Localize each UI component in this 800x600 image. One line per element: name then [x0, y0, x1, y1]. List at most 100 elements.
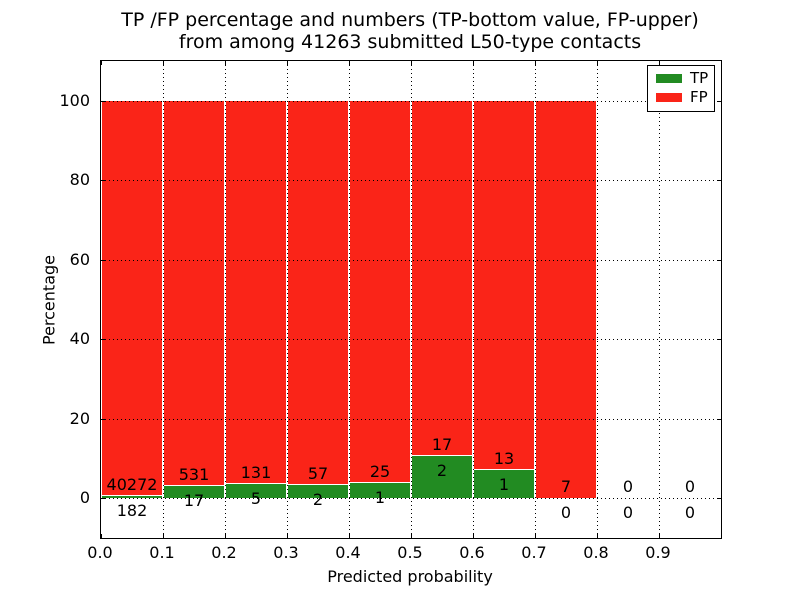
fp-bar-segment [226, 100, 286, 484]
x-tick-label: 0.3 [273, 543, 299, 562]
plot-area: TP FP 40272 182 531 17 131 5 57 2 25 1 17 2 13 1 7 0 0 0 0… [100, 60, 722, 539]
fp-count-label: 131 [240, 462, 272, 482]
x-tick-label: 0.1 [149, 543, 175, 562]
fp-bar-segment [474, 100, 534, 470]
tp-bar-segment [102, 496, 162, 499]
y-tick-label: 20 [69, 408, 90, 428]
y-tick-mark [101, 339, 105, 341]
fp-bar-segment [350, 100, 410, 483]
y-tick-mark-right [717, 180, 721, 182]
tp-count-label: 0 [560, 503, 572, 523]
x-tick-mark-top [349, 61, 350, 65]
x-tick-mark-top [411, 61, 412, 65]
legend-entry-tp: TP [648, 69, 714, 87]
x-tick-label: 0.9 [645, 543, 671, 562]
fp-bar-segment [288, 100, 348, 485]
fp-count-label: 0 [622, 477, 634, 497]
x-tick-mark-top [287, 61, 288, 65]
x-tick-label: 0.0 [87, 543, 113, 562]
x-tick-mark [163, 534, 164, 538]
tp-bar-segment [350, 482, 410, 499]
fp-count-label: 531 [178, 464, 210, 484]
x-tick-label: 0.6 [459, 543, 485, 562]
tp-bar-segment [474, 469, 534, 499]
gridline-x-0.9 [659, 61, 660, 538]
x-tick-label: 0.2 [211, 543, 237, 562]
fp-bar-segment [536, 100, 596, 499]
x-tick-mark-top [721, 61, 722, 65]
x-tick-mark-top [473, 61, 474, 65]
x-tick-mark [473, 534, 474, 538]
chart-title: TP /FP percentage and numbers (TP-bottom… [100, 9, 720, 53]
fp-swatch [656, 93, 682, 102]
y-tick-label: 40 [69, 329, 90, 349]
gridline-x-0.8 [597, 61, 598, 538]
x-tick-label: 0.4 [335, 543, 361, 562]
x-tick-mark [597, 534, 598, 538]
x-tick-mark [225, 534, 226, 538]
fp-count-label: 25 [369, 461, 391, 481]
gridline-x-0.2 [225, 61, 226, 538]
fp-bar-segment [102, 100, 162, 497]
tp-swatch [656, 74, 682, 83]
y-tick-mark-right [717, 498, 721, 500]
tp-count-label: 1 [374, 487, 386, 507]
x-tick-mark [101, 534, 102, 538]
x-tick-mark-top [535, 61, 536, 65]
y-tick-label: 80 [69, 170, 90, 190]
tp-count-label: 2 [312, 489, 324, 509]
x-tick-mark-top [101, 61, 102, 65]
tp-count-label: 1 [498, 474, 510, 494]
tp-bar-segment [164, 485, 224, 499]
gridline-x-0.7 [535, 61, 536, 538]
chart-title-line2: from among 41263 submitted L50-type cont… [178, 31, 642, 53]
x-tick-mark-top [225, 61, 226, 65]
y-tick-mark [101, 259, 105, 261]
y-tick-label: 0 [79, 488, 90, 508]
gridline-x-0.1 [163, 61, 164, 538]
y-tick-mark [101, 180, 105, 182]
fp-count-label: 17 [431, 435, 453, 455]
x-tick-label: 0.5 [397, 543, 423, 562]
fp-count-label: 0 [684, 477, 696, 497]
y-tick-mark [101, 498, 105, 500]
x-tick-label: 0.7 [521, 543, 547, 562]
tp-count-label: 5 [250, 488, 262, 508]
tp-count-label: 17 [183, 490, 205, 510]
chart-title-line1: TP /FP percentage and numbers (TP-bottom… [121, 9, 699, 31]
y-tick-label: 60 [69, 249, 90, 269]
y-tick-mark-right [717, 339, 721, 341]
y-tick-mark-right [717, 418, 721, 420]
x-axis-label: Predicted probability [327, 567, 493, 586]
gridline-x-0.5 [411, 61, 412, 538]
legend-entry-fp: FP [648, 88, 714, 106]
y-tick-mark-right [717, 259, 721, 261]
fp-count-label: 7 [560, 477, 572, 497]
fp-count-label: 57 [307, 463, 329, 483]
x-tick-mark [721, 534, 722, 538]
tp-bar-segment [226, 483, 286, 499]
x-tick-mark [287, 534, 288, 538]
x-tick-mark-top [163, 61, 164, 65]
y-tick-mark [101, 100, 105, 102]
fp-legend-label: FP [690, 88, 708, 106]
fp-bar-segment [412, 100, 472, 457]
gridline-x-0.6 [473, 61, 474, 538]
fp-count-label: 40272 [106, 475, 158, 495]
tp-count-label: 0 [684, 503, 696, 523]
x-tick-mark-top [597, 61, 598, 65]
x-tick-mark-top [659, 61, 660, 65]
y-tick-mark [101, 418, 105, 420]
tp-bar-segment [412, 456, 472, 499]
y-tick-mark-right [717, 100, 721, 102]
x-tick-mark [659, 534, 660, 538]
fp-count-label: 13 [493, 448, 515, 468]
x-tick-mark [535, 534, 536, 538]
gridline-x-0.3 [287, 61, 288, 538]
tp-count-label: 2 [436, 461, 448, 481]
x-tick-mark [349, 534, 350, 538]
gridline-x-0.4 [349, 61, 350, 538]
tp-bar-segment [288, 484, 348, 499]
x-tick-label: 0.8 [583, 543, 609, 562]
